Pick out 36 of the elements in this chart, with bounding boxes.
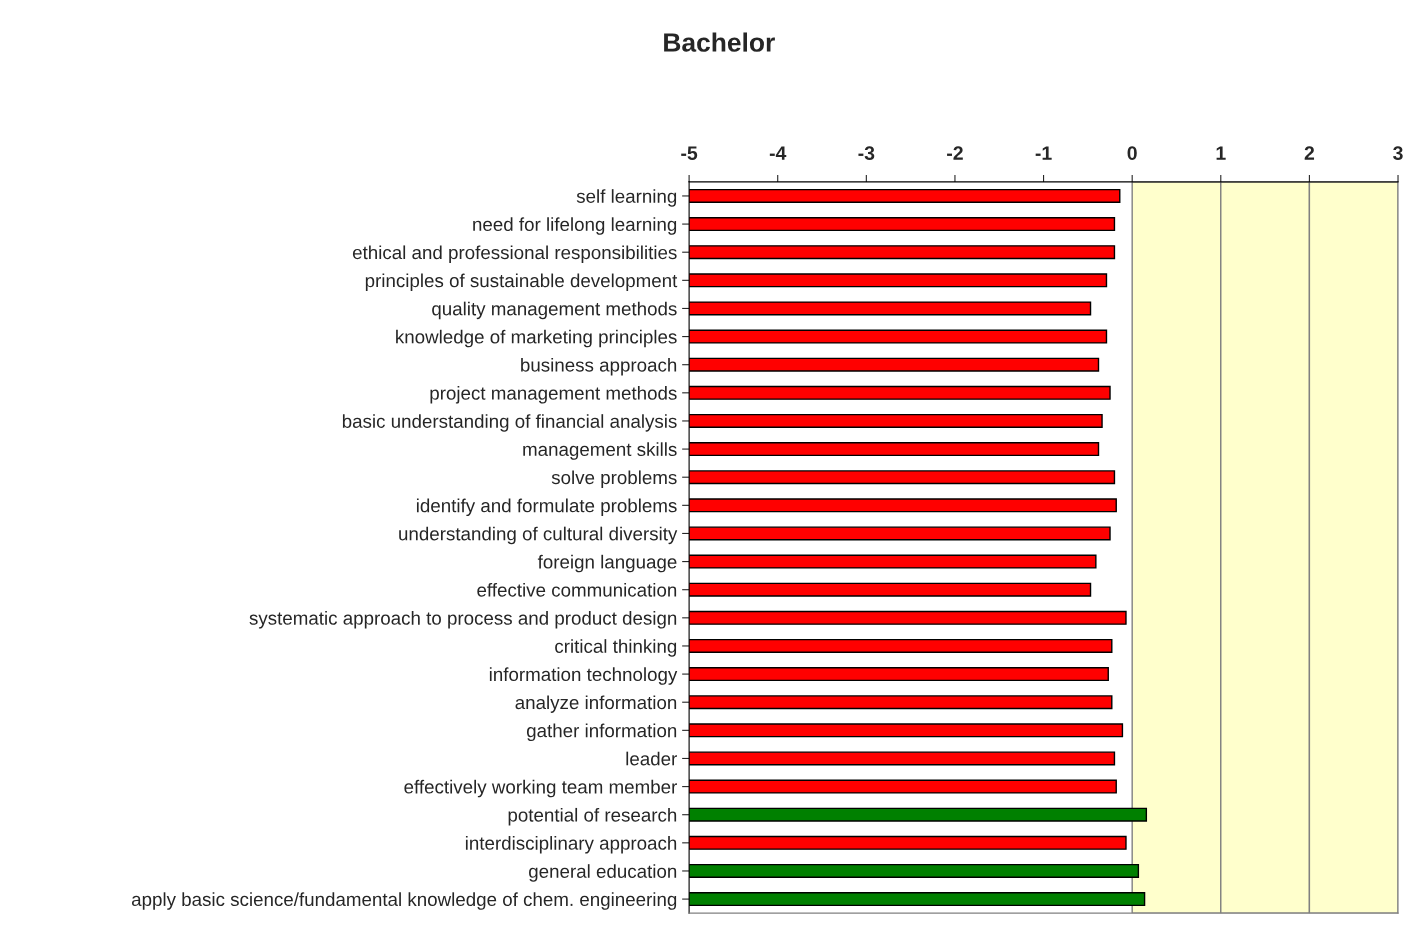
x-tick-label: 2 bbox=[1304, 146, 1315, 160]
x-tick-label: -5 bbox=[681, 146, 698, 160]
x-tick-label: 1 bbox=[1216, 146, 1226, 160]
x-tick-label: -2 bbox=[947, 146, 963, 160]
y-tick-label: apply basic science/fundamental knowledge of chem. engineering bbox=[131, 892, 677, 910]
y-tick-label: self learning bbox=[576, 189, 677, 207]
y-tick-label: project management methods bbox=[430, 386, 677, 404]
x-tick-label: 3 bbox=[1393, 146, 1403, 161]
y-tick-label: interdisciplinary approach bbox=[465, 836, 677, 854]
y-tick-label: ethical and professional responsibilities bbox=[352, 245, 677, 263]
y-tick-label: business approach bbox=[521, 357, 677, 376]
y-tick-label: identify and formulate problems bbox=[416, 498, 677, 517]
chart-title: Bachelor bbox=[664, 32, 775, 52]
y-tick-label: effectively working team member bbox=[404, 779, 678, 798]
y-tick-label: basic understanding of financial analysis bbox=[342, 414, 677, 432]
x-tick-label: -1 bbox=[1035, 146, 1052, 160]
y-tick-label: potential of research bbox=[508, 807, 677, 826]
y-tick-label: gather information bbox=[526, 723, 677, 742]
x-tick-label: -3 bbox=[858, 146, 875, 161]
y-tick-label: quality management methods bbox=[432, 301, 677, 320]
x-tick-label: -4 bbox=[769, 146, 787, 160]
y-tick-label: knowledge of marketing principles bbox=[396, 329, 677, 348]
y-tick-label: solve problems bbox=[551, 470, 677, 488]
y-tick-label: analyze information bbox=[515, 695, 677, 713]
y-tick-label: need for lifelong learning bbox=[473, 217, 677, 235]
x-tick-label: 0 bbox=[1127, 146, 1137, 160]
y-tick-label: effective communication bbox=[477, 582, 677, 597]
y-tick-label: leader bbox=[626, 751, 677, 766]
y-tick-label: understanding of cultural diversity bbox=[399, 526, 678, 545]
y-tick-label: systematic approach to process and product design bbox=[249, 611, 677, 629]
y-tick-label: critical thinking bbox=[555, 639, 677, 657]
y-tick-label: foreign language bbox=[537, 554, 677, 573]
y-tick-label: general education bbox=[529, 864, 677, 882]
y-tick-label: information technology bbox=[489, 667, 678, 685]
y-tick-label: principles of sustainable development bbox=[365, 273, 678, 292]
y-tick-label: management skills bbox=[523, 442, 677, 460]
